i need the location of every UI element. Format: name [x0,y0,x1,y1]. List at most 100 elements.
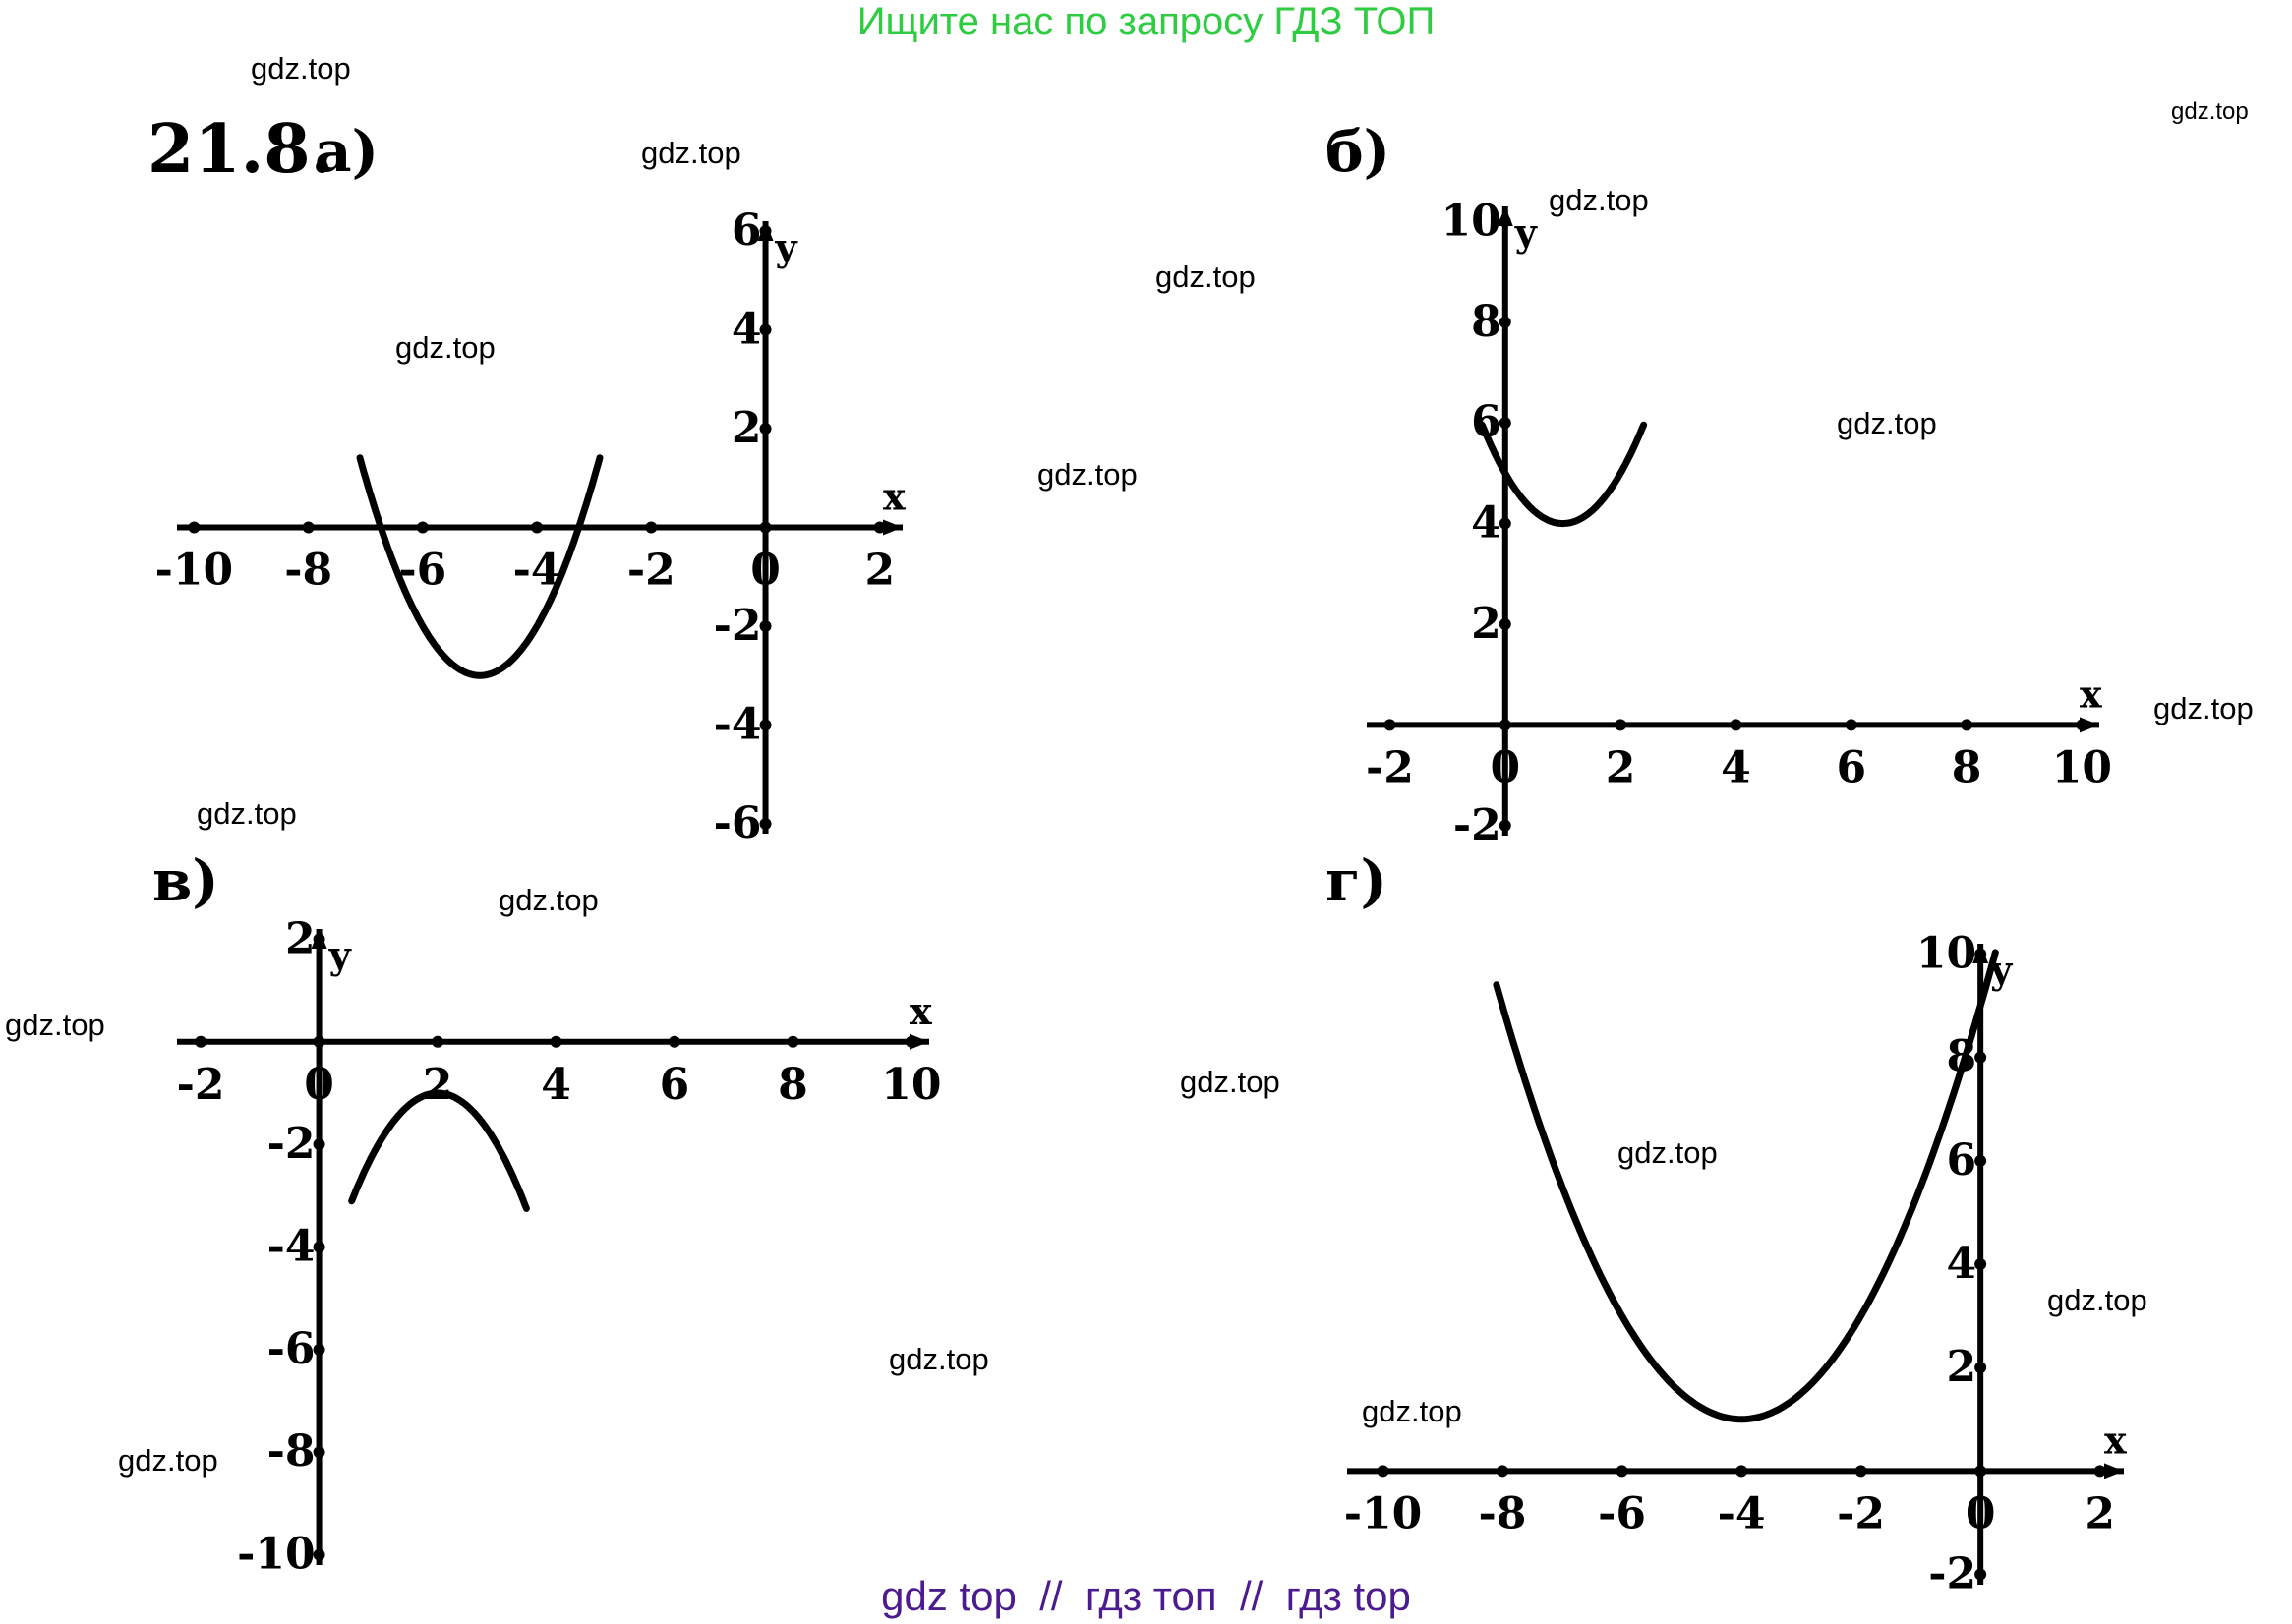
x-tick-mark [432,1035,444,1048]
x-tick-mark [645,521,658,534]
x-tick-label: 0 [1966,1488,1996,1538]
x-tick-label: -10 [155,546,234,596]
x-tick-mark [416,521,429,534]
x-tick-mark [1377,1465,1389,1478]
x-tick-label: 2 [423,1060,453,1110]
x-tick-mark [1499,719,1511,731]
x-tick-mark [873,521,886,534]
y-tick-mark [759,323,772,336]
y-tick-label: -10 [237,1530,316,1580]
parabola-line [356,454,604,679]
x-tick-mark [195,1035,207,1048]
y-tick-label: 2 [732,403,762,453]
x-tick-label: 10 [881,1060,941,1110]
x-tick-mark [1845,719,1857,731]
watermark: gdz.top [1180,1065,1280,1099]
watermark: gdz.top [118,1443,218,1478]
x-tick-mark [668,1035,680,1048]
x-tick-label: -8 [1479,1488,1527,1538]
watermark: gdz.top [1617,1135,1718,1170]
x-tick-mark [1974,1465,1987,1478]
y-tick-label: 6 [732,205,762,256]
watermark: gdz.top [1362,1394,1462,1428]
y-tick-mark [759,817,772,830]
part-label-g: г) [1325,847,1387,914]
y-tick-label: -4 [714,699,762,749]
y-tick-mark [1499,819,1511,832]
x-tick-mark [1961,719,1973,731]
search-banner: Ищите нас по запросу ГДЗ ТОП [856,0,1436,43]
y-tick-mark [1974,1258,1987,1270]
x-tick-label: -2 [177,1060,225,1110]
x-axis-label: x [2104,1418,2127,1462]
y-tick-label: -2 [1453,800,1501,850]
y-axis-label: y [1514,210,1538,255]
x-tick-label: 2 [2085,1488,2115,1538]
x-tick-label: 8 [1952,742,1982,792]
x-tick-label: -2 [1366,742,1414,792]
watermark: gdz.top [1155,260,1256,294]
y-tick-label: 10 [1916,929,1976,979]
y-tick-label: -2 [714,601,762,651]
y-tick-mark [759,619,772,632]
watermark: gdz.top [641,136,741,170]
part-label-b: б) [1325,118,1391,185]
x-tick-label: 6 [660,1060,690,1110]
x-tick-mark [759,521,772,534]
watermark: gdz.top [1037,457,1138,492]
y-tick-label: 4 [1947,1239,1977,1289]
x-tick-label: -6 [1598,1488,1646,1538]
parabola-line [348,1089,530,1212]
x-axis-label: x [2080,671,2102,716]
y-tick-mark [313,1138,325,1151]
y-tick-label: -6 [714,798,762,848]
watermark: gdz.top [197,796,297,831]
y-axis-label: y [775,225,798,269]
x-axis-arrow [883,519,903,536]
x-tick-mark [313,1035,325,1048]
x-tick-label: -2 [627,546,676,596]
watermark: gdz.top [5,1008,105,1042]
x-tick-mark [787,1035,799,1048]
x-tick-mark [550,1035,562,1048]
footer-links: gdz top // гдз топ // гдз top [881,1573,1411,1619]
x-axis-label: x [883,475,906,519]
part-label-v: в) [152,847,219,914]
y-tick-label: -4 [267,1222,316,1272]
part-label-a: а) [315,118,380,185]
y-tick-mark [1499,417,1511,430]
y-tick-mark [313,1343,325,1356]
x-tick-label: 0 [750,546,781,596]
x-tick-mark [531,521,544,534]
parabola-line [1493,949,1999,1423]
x-tick-label: -10 [1344,1488,1423,1538]
x-tick-label: 4 [1721,742,1751,792]
watermark: gdz.top [889,1342,989,1376]
watermark: gdz.top [251,51,351,86]
x-tick-mark [1730,719,1742,731]
watermark: gdz.top [395,330,496,365]
x-tick-label: -8 [284,546,332,596]
y-tick-mark [1499,215,1511,228]
x-tick-label: 8 [778,1060,808,1110]
parabola-line [1478,421,1648,528]
y-tick-mark [1974,1362,1987,1374]
y-tick-mark [313,1446,325,1459]
y-tick-mark [1499,617,1511,630]
y-tick-label: 6 [1947,1135,1977,1186]
y-tick-mark [759,225,772,238]
y-tick-mark [1499,316,1511,328]
x-tick-mark [1854,1465,1867,1478]
y-tick-mark [759,719,772,731]
x-tick-mark [2076,719,2088,731]
problem-number: 21.8. [147,110,334,189]
x-tick-mark [188,521,201,534]
x-tick-mark [2093,1465,2106,1478]
y-tick-mark [1499,517,1511,530]
y-tick-label: -6 [267,1324,316,1374]
x-tick-mark [1497,1465,1508,1478]
x-tick-mark [302,521,315,534]
y-tick-mark [1974,948,1987,960]
x-tick-label: 6 [1836,742,1866,792]
